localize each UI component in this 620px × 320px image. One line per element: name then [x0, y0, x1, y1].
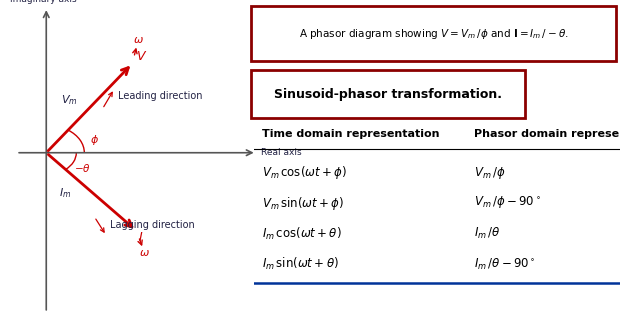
Text: $-\theta$: $-\theta$: [74, 162, 91, 174]
Text: $V_m\,\sin(\omega t + \phi)$: $V_m\,\sin(\omega t + \phi)$: [262, 195, 343, 212]
Text: A phasor diagram showing $V = V_m\,/\phi$ and $\mathbf{I} = I_m\,/-\theta$.: A phasor diagram showing $V = V_m\,/\phi…: [299, 27, 569, 41]
Text: $V$: $V$: [136, 51, 148, 63]
Text: Imaginary axis: Imaginary axis: [10, 0, 77, 4]
Text: Phasor domain representation: Phasor domain representation: [474, 129, 620, 140]
Text: Sinusoid-phasor transformation.: Sinusoid-phasor transformation.: [273, 88, 502, 101]
Text: $I_m\,\sin(\omega t + \theta)$: $I_m\,\sin(\omega t + \theta)$: [262, 256, 339, 272]
Text: Lagging direction: Lagging direction: [110, 220, 195, 230]
FancyBboxPatch shape: [250, 6, 616, 61]
Text: Leading direction: Leading direction: [118, 91, 203, 101]
Text: $\omega$: $\omega$: [140, 248, 150, 258]
Text: $V_m\,/\phi - 90^\circ$: $V_m\,/\phi - 90^\circ$: [474, 195, 541, 211]
FancyBboxPatch shape: [250, 70, 525, 118]
Text: Real axis: Real axis: [260, 148, 301, 157]
Text: $I_m\,\cos(\omega t + \theta)$: $I_m\,\cos(\omega t + \theta)$: [262, 226, 341, 242]
Text: $\phi$: $\phi$: [91, 132, 99, 147]
Text: $I$: $I$: [138, 231, 144, 244]
Text: $I_m\,/\theta - 90^\circ$: $I_m\,/\theta - 90^\circ$: [474, 256, 536, 272]
Text: $V_m$: $V_m$: [61, 94, 78, 108]
Text: $\omega$: $\omega$: [133, 36, 143, 45]
Text: $V_m\,\cos(\omega t + \phi)$: $V_m\,\cos(\omega t + \phi)$: [262, 164, 347, 181]
Text: $V_m\,/\phi$: $V_m\,/\phi$: [474, 165, 505, 181]
Text: $I_m\,/\theta$: $I_m\,/\theta$: [474, 226, 500, 241]
Text: $I_m$: $I_m$: [60, 186, 71, 200]
Text: Time domain representation: Time domain representation: [262, 129, 439, 140]
